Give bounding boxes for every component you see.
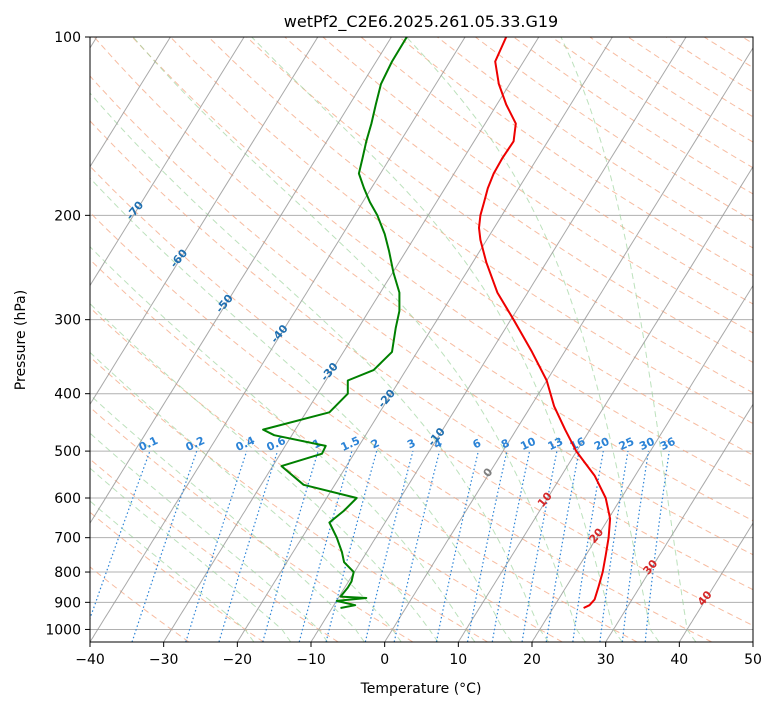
x-tick-label: −30 bbox=[149, 652, 179, 668]
mixing-ratio-line bbox=[393, 450, 441, 642]
mixing-ratio-line bbox=[572, 450, 604, 642]
mixing-ratio-line bbox=[262, 450, 319, 642]
mixing-ratio-line bbox=[90, 450, 151, 621]
isotherm-line bbox=[90, 37, 319, 406]
isotherm-line bbox=[678, 522, 753, 642]
isotherm-line bbox=[90, 37, 392, 525]
dry-adiabat bbox=[93, 37, 753, 522]
y-tick-label: 700 bbox=[54, 531, 81, 547]
x-tick-label: −10 bbox=[296, 652, 326, 668]
dry-adiabat bbox=[90, 211, 712, 642]
y-tick-label: 900 bbox=[54, 595, 81, 611]
x-axis-ticks: −40 −30 −20 −10 0 10 20 30 40 50 bbox=[75, 642, 762, 668]
moist-adiabat bbox=[406, 37, 660, 642]
dry-adiabat bbox=[246, 37, 753, 394]
moist-adiabat bbox=[90, 303, 439, 642]
x-tick-label: 30 bbox=[597, 652, 615, 668]
moist-adiabat bbox=[90, 394, 365, 642]
dry-adiabat bbox=[90, 356, 488, 642]
moist-adiabat bbox=[90, 177, 513, 642]
y-tick-label: 400 bbox=[54, 387, 81, 403]
dry-adiabat bbox=[90, 566, 190, 642]
isotherm-line bbox=[163, 37, 540, 642]
y-tick-label: 500 bbox=[54, 444, 81, 460]
mixing-ratio-line bbox=[435, 450, 479, 642]
plot-area: 0.10.20.40.611.52346810131620253036-100-… bbox=[90, 37, 753, 642]
dry-adiabat bbox=[90, 165, 753, 627]
plot-frame bbox=[89, 36, 754, 643]
moist-adiabat bbox=[90, 246, 476, 642]
y-axis-label: Pressure (hPa) bbox=[13, 290, 29, 390]
moist-adiabat bbox=[560, 37, 697, 642]
chart-title: wetPf2_C2E6.2025.261.05.33.G19 bbox=[284, 12, 558, 32]
moist-adiabat bbox=[90, 92, 550, 642]
mixing-ratio-label: 25 bbox=[617, 435, 636, 453]
isotherm-line bbox=[90, 37, 245, 287]
x-tick-label: 40 bbox=[670, 652, 688, 668]
mixing-ratio-line bbox=[364, 450, 414, 642]
dry-adiabat bbox=[90, 258, 638, 642]
isotherm-line bbox=[384, 47, 753, 642]
mixing-ratio-line bbox=[131, 450, 198, 642]
dry-adiabat bbox=[90, 75, 753, 556]
mixing-ratio-line bbox=[621, 451, 650, 642]
x-tick-label: −40 bbox=[75, 652, 105, 668]
y-tick-label: 300 bbox=[54, 313, 81, 329]
dewpoint-profile bbox=[262, 37, 408, 609]
dry-adiabat bbox=[90, 511, 264, 642]
isotherm-line bbox=[236, 37, 613, 642]
moist-adiabat bbox=[90, 500, 255, 642]
y-tick-label: 800 bbox=[54, 565, 81, 581]
x-tick-label: 10 bbox=[449, 652, 467, 668]
grid-layer bbox=[90, 37, 753, 642]
x-tick-label: 50 bbox=[744, 652, 762, 668]
mixing-ratio-label: 20 bbox=[592, 435, 612, 453]
isotherm-line bbox=[531, 284, 753, 642]
dry-adiabat bbox=[90, 458, 339, 642]
temperature-profile bbox=[478, 37, 612, 609]
isotherm-line bbox=[457, 165, 753, 642]
y-axis-ticks: 100 200 300 400 500 600 700 800 900 1000 bbox=[45, 30, 90, 638]
mixing-ratio-line bbox=[218, 450, 279, 642]
dry-adiabat bbox=[322, 37, 753, 334]
mixing-ratio-line bbox=[185, 450, 248, 642]
mixing-ratio-line bbox=[644, 451, 670, 642]
x-tick-label: 0 bbox=[380, 652, 389, 668]
mixing-ratio-label: 30 bbox=[637, 435, 657, 453]
mixing-ratio-label: 10 bbox=[518, 435, 538, 453]
sounding-series bbox=[262, 37, 612, 609]
dry-adiabat bbox=[284, 37, 753, 363]
x-axis-label: Temperature (°C) bbox=[360, 681, 482, 697]
x-tick-label: −20 bbox=[223, 652, 253, 668]
mixing-ratio-line bbox=[599, 450, 629, 642]
moist-adiabat bbox=[251, 37, 623, 642]
dry-adiabat bbox=[131, 37, 753, 489]
dry-adiabat bbox=[90, 120, 753, 591]
isotherm-line bbox=[90, 37, 466, 642]
mixing-ratio-label: 16 bbox=[568, 435, 588, 453]
y-tick-label: 600 bbox=[54, 491, 81, 507]
moist-adiabat bbox=[90, 432, 329, 642]
x-tick-label: 20 bbox=[523, 652, 541, 668]
moist-adiabat bbox=[90, 351, 402, 642]
isotherm-line bbox=[605, 403, 753, 642]
mixing-ratio-label: 36 bbox=[658, 435, 678, 453]
y-tick-label: 1000 bbox=[45, 622, 81, 638]
y-tick-label: 200 bbox=[54, 208, 81, 224]
y-tick-label: 100 bbox=[54, 30, 81, 46]
mixing-ratio-label: 13 bbox=[546, 435, 565, 453]
